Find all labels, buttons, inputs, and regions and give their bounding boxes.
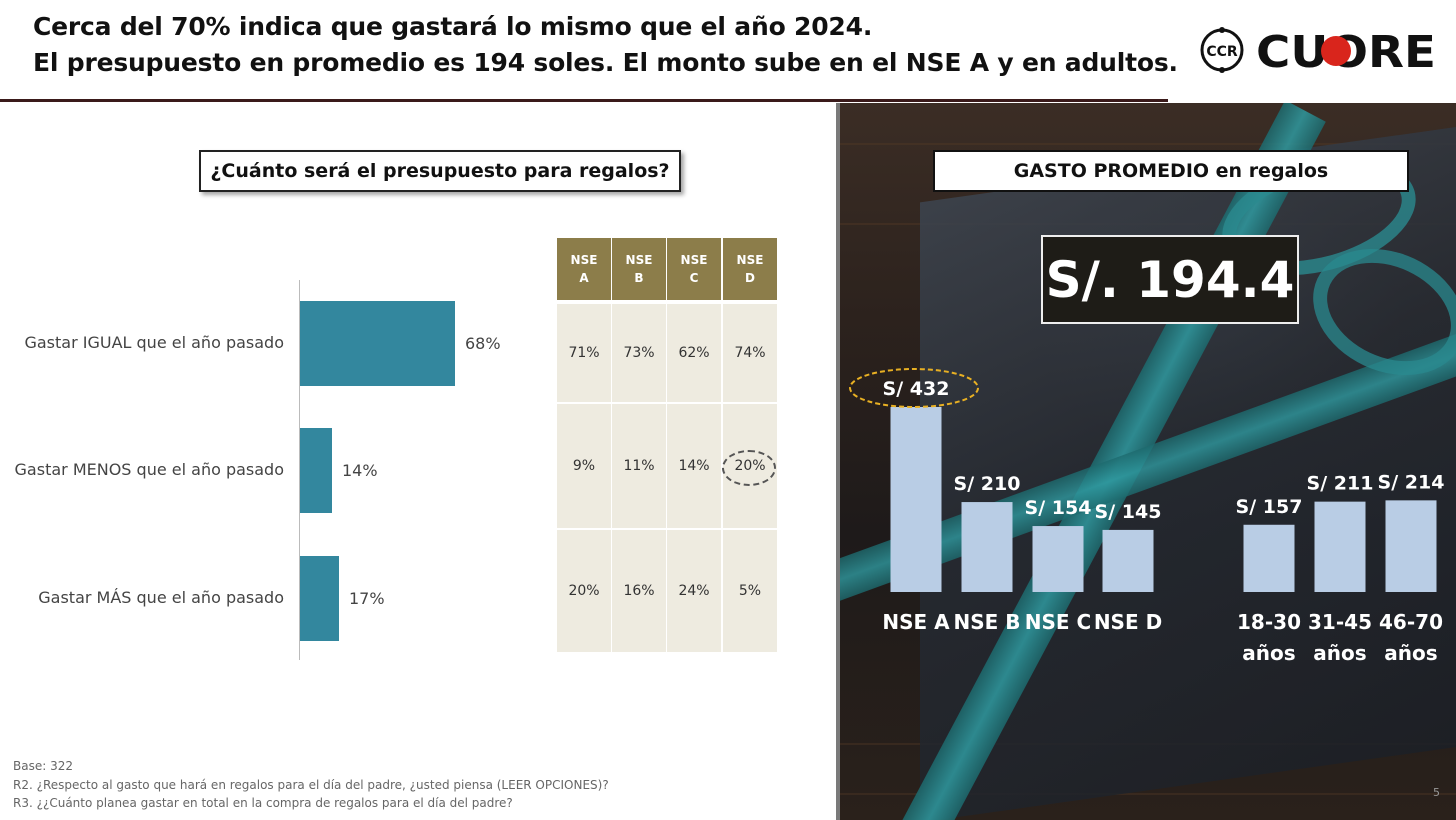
- category-label: 18-30: [1237, 610, 1301, 634]
- question-box: ¿Cuánto será el presupuesto para regalos…: [199, 150, 681, 192]
- category-label: Gastar MENOS que el año pasado: [14, 460, 284, 479]
- bar: [890, 407, 942, 592]
- bar: [1243, 524, 1295, 592]
- bar: [1032, 526, 1084, 592]
- header-rule: [0, 99, 1168, 102]
- table-cell: 74%: [723, 304, 777, 402]
- gift-background-image: [840, 103, 1456, 820]
- category-label: años: [1384, 641, 1437, 665]
- table-cell: 24%: [667, 530, 721, 652]
- table-header-cell: NSE D: [723, 238, 777, 300]
- table-header-text: NSE: [680, 253, 708, 267]
- gasto-title-box: GASTO PROMEDIO en regalos: [933, 150, 1409, 192]
- table-cell: 5%: [723, 530, 777, 652]
- category-label: NSE A: [882, 610, 950, 634]
- footnote-r3: R3. ¿¿Cuánto planea gastar en total en l…: [13, 796, 513, 810]
- category-label: Gastar MÁS que el año pasado: [38, 588, 284, 607]
- bar: [300, 556, 339, 641]
- panel-divider: [836, 103, 840, 820]
- category-label: NSE D: [1094, 610, 1162, 634]
- logo-graphic: CCR CUORE: [1200, 27, 1436, 78]
- bar: [1102, 529, 1154, 592]
- bar-value-label: S/ 154: [1025, 497, 1092, 519]
- footnote-base: Base: 322: [13, 759, 73, 773]
- category-label: 46-70: [1379, 610, 1443, 634]
- bar-value-label: 68%: [465, 334, 501, 353]
- bar-axis: [299, 280, 300, 660]
- highlight-ellipse-nse-a: [849, 368, 979, 408]
- table-cell: 71%: [557, 304, 611, 402]
- category-label: años: [1242, 641, 1295, 665]
- table-cell: 16%: [612, 530, 666, 652]
- table-cell: 62%: [667, 304, 721, 402]
- highlight-circle-nse-d: [722, 450, 776, 486]
- table-header-text: A: [579, 271, 589, 285]
- footnote-r2: R2. ¿Respecto al gasto que hará en regal…: [13, 778, 609, 792]
- bar-value-label: S/ 210: [954, 473, 1021, 495]
- bar: [1314, 501, 1366, 592]
- category-label: años: [1313, 641, 1366, 665]
- wood-grain: [840, 143, 1456, 145]
- bar: [961, 502, 1013, 592]
- bar: [300, 301, 455, 386]
- category-label: NSE B: [953, 610, 1020, 634]
- table-header-cell: NSE B: [612, 238, 666, 300]
- page-number: 5: [1433, 786, 1440, 799]
- bar-value-label: 14%: [342, 461, 378, 480]
- logo-red-mark: [1321, 36, 1351, 66]
- page-title-line-2: El presupuesto en promedio es 194 soles.…: [33, 48, 1178, 77]
- bar-value-label: S/ 432: [883, 378, 950, 400]
- table-header-text: C: [689, 271, 699, 285]
- table-header-text: NSE: [625, 253, 653, 267]
- bar-value-label: 17%: [349, 589, 385, 608]
- wood-grain: [840, 793, 1456, 795]
- bar-value-label: S/ 211: [1307, 473, 1374, 495]
- bar-value-label: S/ 214: [1378, 471, 1445, 493]
- table-cell: 14%: [667, 404, 721, 528]
- table-cell: 73%: [612, 304, 666, 402]
- bar: [1385, 500, 1437, 592]
- category-label: NSE C: [1025, 610, 1091, 634]
- table-header-text: D: [745, 271, 755, 285]
- table-header-text: B: [634, 271, 644, 285]
- category-label: Gastar IGUAL que el año pasado: [24, 333, 284, 352]
- category-label: 31-45: [1308, 610, 1372, 634]
- bar-value-label: S/ 145: [1095, 501, 1162, 523]
- table-header-text: NSE: [736, 253, 764, 267]
- bar-value-label: S/ 157: [1236, 496, 1303, 518]
- table-cell: 9%: [557, 404, 611, 528]
- bar: [300, 428, 332, 513]
- table-header-cell: NSE C: [667, 238, 721, 300]
- logo-badge-text: CCR: [1206, 44, 1238, 60]
- table-header-text: NSE: [570, 253, 598, 267]
- cuore-logo: CCR CUORE: [1200, 22, 1440, 78]
- table-cell: 11%: [612, 404, 666, 528]
- page-title-line-1: Cerca del 70% indica que gastará lo mism…: [33, 12, 873, 41]
- average-spend-box: S/. 194.4: [1041, 235, 1299, 324]
- table-cell: 20%: [557, 530, 611, 652]
- table-header-cell: NSE A: [557, 238, 611, 300]
